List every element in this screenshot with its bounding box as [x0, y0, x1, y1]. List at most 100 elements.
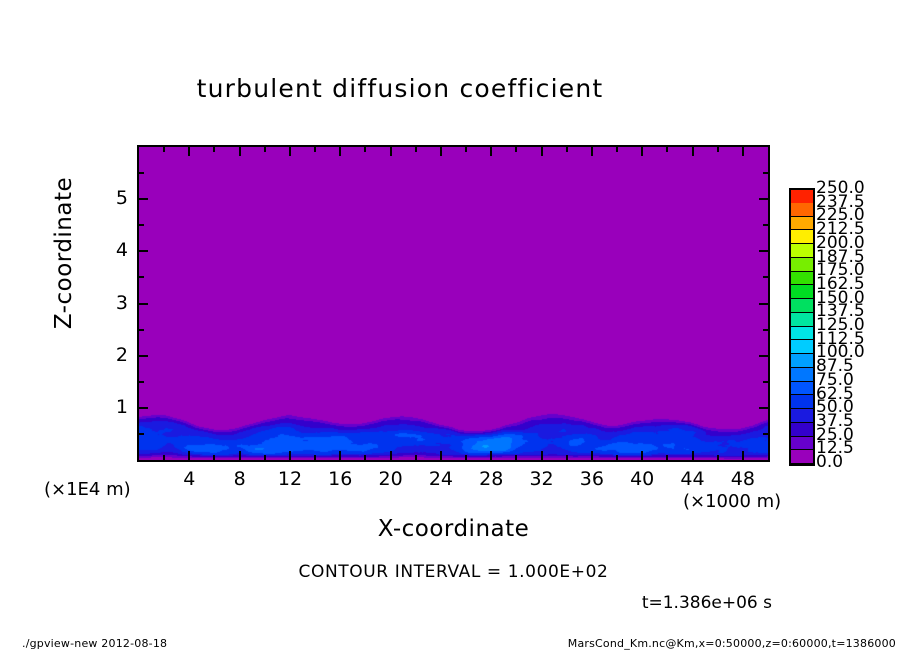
- colorbar-band: [791, 450, 813, 464]
- y-axis-tick: [759, 406, 768, 409]
- x-axis-title: X-coordinate: [377, 516, 530, 542]
- heatmap-field: [139, 147, 768, 460]
- x-axis-minor-tick: [163, 455, 166, 460]
- x-axis-tick-label: 24: [428, 468, 453, 490]
- x-axis-tick: [691, 451, 694, 460]
- x-axis-tick: [540, 147, 543, 156]
- colorbar-band: [791, 190, 813, 203]
- colorbar-band: [791, 216, 813, 231]
- y-axis-tick: [139, 354, 148, 357]
- colorbar-tick-label: 162.5: [816, 273, 865, 294]
- colorbar-band: [791, 285, 813, 299]
- x-axis-minor-tick: [666, 455, 669, 460]
- x-axis-tick-label: 20: [378, 468, 403, 490]
- x-axis-minor-tick: [465, 455, 468, 460]
- x-axis-tick-label: 48: [730, 468, 755, 490]
- colorbar-tick-label: 212.5: [816, 219, 865, 240]
- x-axis-minor-tick: [716, 147, 719, 152]
- x-axis-tick: [238, 147, 241, 156]
- colorbar-tick-label: 237.5: [816, 191, 865, 212]
- x-axis-minor-tick: [263, 455, 266, 460]
- x-axis-minor-tick: [565, 455, 568, 460]
- colorbar-band: [791, 436, 813, 451]
- colorbar-tick-label: 125.0: [816, 315, 865, 335]
- x-axis-minor-tick: [515, 147, 518, 152]
- x-axis-minor-tick: [616, 455, 619, 460]
- x-axis-tick: [238, 451, 241, 460]
- y-axis-tick: [759, 354, 768, 357]
- colorbar-tick-labels: 0.0 12.5 25.0 37.5 50.0 62.5 75.0 87.5 100.0 112.…: [816, 180, 892, 471]
- x-axis-tick: [490, 147, 493, 156]
- colorbar-band: [791, 422, 813, 437]
- x-axis-minor-tick: [465, 147, 468, 152]
- x-axis-tick: [288, 451, 291, 460]
- colorbar-band: [791, 244, 813, 258]
- y-axis-tick: [759, 302, 768, 305]
- y-axis-minor-tick: [139, 380, 144, 383]
- x-axis-minor-tick: [213, 455, 216, 460]
- colorbar-tick-label: 37.5: [816, 410, 854, 431]
- x-axis-tick: [339, 147, 342, 156]
- y-axis-minor-tick: [763, 328, 768, 331]
- colorbar-tick-label: 250.0: [816, 178, 865, 198]
- colorbar-tick-label: 187.5: [816, 246, 865, 267]
- y-axis-minor-tick: [763, 380, 768, 383]
- x-axis-tick: [188, 451, 191, 460]
- x-axis-minor-tick: [364, 455, 367, 460]
- x-axis-tick: [339, 451, 342, 460]
- x-axis-minor-tick: [414, 147, 417, 152]
- x-axis-tick-label: 8: [233, 468, 246, 490]
- y-axis-minor-tick: [139, 172, 144, 175]
- colorbar-band: [791, 381, 813, 396]
- x-axis-minor-tick: [666, 147, 669, 152]
- colorbar-band: [791, 367, 813, 382]
- y-axis-minor-tick: [139, 432, 144, 435]
- y-axis-tick-label: 2: [115, 343, 128, 366]
- colorbar-tick-label: 100.0: [816, 342, 865, 363]
- x-axis-tick: [490, 451, 493, 460]
- colorbar: [789, 188, 815, 466]
- x-axis-tick: [389, 451, 392, 460]
- y-axis-minor-tick: [763, 432, 768, 435]
- x-axis-tick: [741, 451, 744, 460]
- colorbar-band: [791, 299, 813, 313]
- colorbar-tick-label: 150.0: [816, 287, 865, 308]
- x-axis-tick: [641, 147, 644, 156]
- x-axis-tick: [590, 147, 593, 156]
- x-axis-tick-label: 16: [328, 468, 353, 490]
- x-axis-minor-tick: [314, 455, 317, 460]
- y-axis-tick-label: 3: [115, 291, 128, 314]
- footer-datasource: MarsCond_Km.nc@Km,x=0:50000,z=0:60000,t=…: [567, 637, 896, 650]
- x-axis-tick: [590, 451, 593, 460]
- y-axis-tick-label: 5: [115, 187, 128, 210]
- x-axis-minor-tick: [364, 147, 367, 152]
- colorbar-tick-label: 25.0: [816, 424, 854, 445]
- colorbar-tick-label: 50.0: [816, 397, 854, 418]
- x-axis-unit-label: (×1000 m): [683, 491, 782, 512]
- x-axis-tick: [439, 147, 442, 156]
- y-axis-tick-label: 4: [115, 239, 128, 262]
- x-axis-tick-label: 44: [680, 468, 705, 490]
- x-axis-tick: [439, 451, 442, 460]
- colorbar-tick-label: 75.0: [816, 369, 854, 390]
- colorbar-tick-label: 175.0: [816, 260, 865, 281]
- colorbar-tick-label: 225.0: [816, 205, 865, 226]
- footer-command: ./gpview-new 2012-08-18: [22, 637, 168, 650]
- colorbar-band: [791, 340, 813, 354]
- colorbar-tick-label: 62.5: [816, 383, 854, 404]
- x-axis-tick: [741, 147, 744, 156]
- x-axis-tick: [691, 147, 694, 156]
- y-axis-tick-label: 1: [115, 395, 128, 418]
- x-axis-minor-tick: [414, 455, 417, 460]
- plot-area: [137, 145, 770, 462]
- page-title: turbulent diffusion coefficient: [196, 74, 604, 103]
- colorbar-tick-label: 0.0: [816, 452, 844, 472]
- y-axis-tick: [139, 198, 148, 201]
- colorbar-band: [791, 257, 813, 272]
- colorbar-tick-label: 87.5: [816, 356, 854, 377]
- y-axis-minor-tick: [763, 276, 768, 279]
- colorbar-band: [791, 354, 813, 368]
- x-axis-tick-label: 40: [630, 468, 655, 490]
- x-axis-tick: [288, 147, 291, 156]
- y-axis-minor-tick: [139, 224, 144, 227]
